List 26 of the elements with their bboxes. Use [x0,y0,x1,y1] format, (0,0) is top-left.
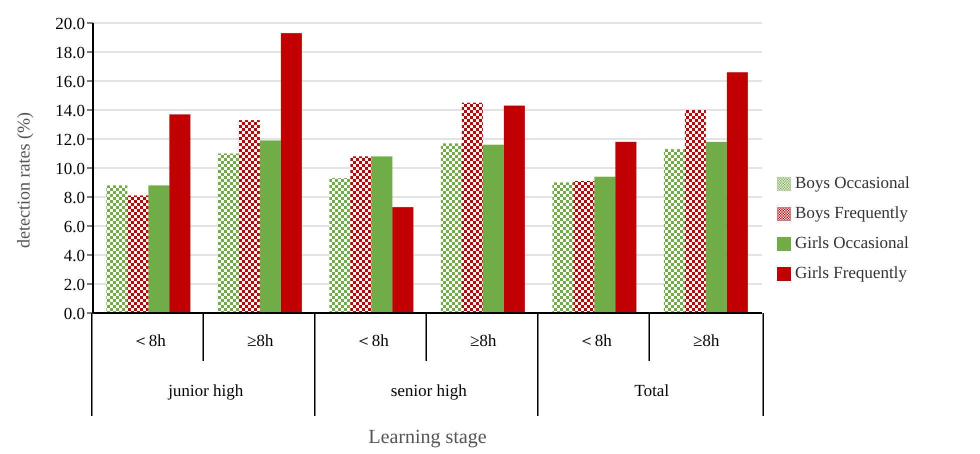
x-tick-label: ≥8h [470,331,497,350]
y-tick-label: 14.0 [55,101,85,120]
y-tick-label: 8.0 [64,188,85,208]
text: Total [634,381,670,400]
legend-label: Girls Frequently [795,263,907,282]
y-tick-label: 10.0 [55,159,85,178]
y-tick-label: 16.0 [55,72,85,92]
text: senior high [390,381,468,400]
y-tick-label: 20.0 [55,14,85,34]
x-axis-title: Learning stage [368,426,487,448]
x-tick-label: ＜8h [578,331,612,350]
x-tick-label: ≥8h [247,331,274,350]
y-tick-label: 4.0 [64,246,85,266]
y-axis-title: detection rates (%) [13,112,34,248]
text: junior high [167,381,244,400]
x-tick-label: ≥8h [693,331,720,350]
legend-label: Boys Frequently [795,203,908,222]
legend-label: Girls Occasional [795,233,909,252]
y-tick-label: 18.0 [55,43,85,62]
y-tick-label: 0.0 [64,304,85,324]
legend-label: Boys Occasional [795,173,910,192]
y-tick-label: 6.0 [64,217,85,236]
y-tick-label: 2.0 [64,275,85,294]
y-tick-label: 12.0 [55,130,85,150]
x-tick-label: ＜8h [132,331,166,350]
x-tick-label: ＜8h [354,331,390,350]
